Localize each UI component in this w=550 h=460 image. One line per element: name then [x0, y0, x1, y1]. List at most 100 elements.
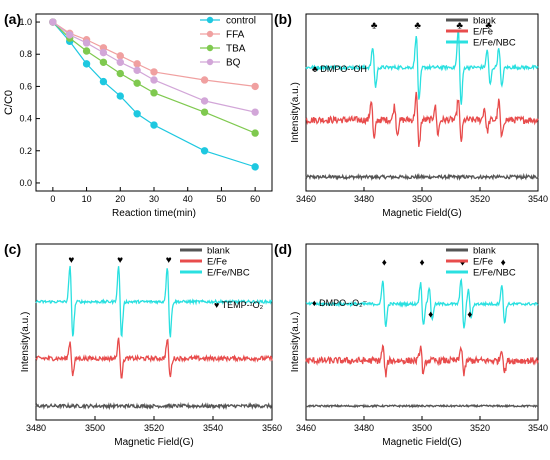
legend-label: control: [226, 16, 256, 27]
data-point: [99, 48, 108, 57]
data-point: [133, 66, 141, 75]
peak-marker: ♥: [68, 255, 74, 266]
series-line-bq: [52, 21, 256, 113]
x-tick-label: 3460: [296, 423, 316, 433]
spectrum-blank: [35, 401, 273, 411]
annotation-label: ♣ DMPO-·OH: [312, 64, 367, 74]
data-point: [133, 60, 141, 68]
x-tick-label: 3480: [354, 194, 374, 204]
legend-label: BQ: [226, 58, 241, 69]
data-point: [133, 110, 141, 118]
annotation-label: ♦ DMPO-·O₂⁻: [312, 298, 368, 308]
spectrum-blank: [305, 172, 539, 181]
y-tick-label: 0.0: [19, 178, 32, 188]
data-point: [116, 92, 124, 100]
legend-label: FFA: [226, 30, 245, 41]
data-point: [251, 108, 259, 116]
data-point: [133, 79, 141, 87]
y-tick-label: 0.2: [19, 146, 32, 156]
spectrum-e-fe: [35, 337, 273, 379]
panel-c: (c) 3480 3500 3520 3540 3560 Magnetic Field(G)…: [4, 241, 282, 448]
x-tick-label: 3480: [354, 423, 374, 433]
peak-marker: ♦: [382, 257, 387, 268]
panel-a: (a) 0 10 20 30 40 50 60 Reaction time(min) 0.0 0.2…: [3, 11, 273, 219]
legend-label: blank: [473, 246, 496, 257]
panel-label: (a): [4, 11, 21, 27]
data-point: [150, 89, 158, 97]
x-tick-label: 20: [115, 194, 125, 204]
peak-marker: ♣: [414, 21, 421, 32]
data-point: [251, 129, 259, 137]
legend-label: E/Fe/NBC: [473, 38, 516, 49]
legend-label: blank: [473, 16, 496, 27]
data-point: [116, 69, 124, 78]
spectrum-e-fe: [305, 91, 539, 147]
peak-marker: ♦: [419, 257, 424, 268]
data-point: [82, 60, 91, 68]
legend-marker: [206, 16, 214, 24]
x-tick-label: 30: [149, 194, 159, 204]
y-tick-label: 0.6: [19, 81, 32, 91]
x-tick-label: 3520: [470, 423, 490, 433]
legend-marker: [206, 44, 214, 52]
x-tick-label: 60: [250, 194, 260, 204]
panel-b: (b) 3460 3480 3500 3520 3540 Magnetic Field(G)…: [274, 11, 548, 219]
legend-label: E/Fe/NBC: [207, 268, 250, 279]
x-tick-label: 3540: [528, 194, 548, 204]
peak-marker: ♥: [166, 255, 172, 266]
x-tick-label: 10: [82, 194, 92, 204]
panel-label: (b): [274, 11, 292, 27]
spectrum-e-fe-nbc: [305, 277, 539, 329]
peak-marker: ♣: [485, 21, 492, 32]
legend-label: E/Fe: [473, 257, 493, 268]
y-axis-label: Intensity(a.u.): [290, 82, 301, 143]
legend-marker: [206, 30, 214, 38]
data-point: [200, 108, 209, 116]
data-point: [150, 68, 158, 76]
panel-d: (d) 3460 3480 3500 3520 3540 Magnetic Field(G)…: [274, 241, 548, 448]
x-axis-label: Reaction time(min): [112, 208, 196, 219]
data-point: [251, 82, 259, 91]
legend-label: E/Fe/NBC: [473, 268, 516, 279]
data-point: [116, 52, 124, 60]
x-tick-label: 3480: [26, 423, 46, 433]
legend-marker: [206, 58, 214, 66]
x-tick-label: 3540: [203, 423, 223, 433]
spectrum-e-fe-nbc: [305, 29, 539, 105]
panel-label: (c): [4, 241, 21, 257]
data-point: [82, 39, 91, 47]
peak-marker: ♣: [456, 21, 463, 32]
data-point: [49, 18, 57, 26]
data-point: [99, 77, 108, 86]
x-axis-label: Magnetic Field(G): [382, 208, 461, 219]
spectrum-e-fe-nbc: [35, 265, 273, 338]
y-tick-label: 0.4: [19, 114, 32, 124]
annotation-label: ♥ TEMP-¹O₂: [214, 300, 264, 310]
peak-marker: ♦: [501, 257, 506, 268]
y-tick-label: 1.0: [19, 17, 32, 27]
data-point: [200, 97, 209, 105]
peak-marker: ♥: [117, 255, 123, 266]
data-point: [200, 147, 209, 155]
x-axis-label: Magnetic Field(G): [114, 437, 193, 448]
peak-marker: ♦: [460, 257, 465, 268]
legend-label: E/Fe: [207, 257, 227, 268]
data-point: [116, 58, 124, 66]
x-tick-label: 3520: [144, 423, 164, 433]
x-tick-label: 3540: [528, 423, 548, 433]
spectrum-e-fe: [305, 344, 539, 378]
y-axis-label: Intensity(a.u.): [20, 312, 31, 373]
y-axis-label: C/C0: [3, 90, 15, 115]
peak-marker: ♦: [428, 310, 433, 321]
data-point: [251, 163, 259, 171]
data-point: [99, 58, 108, 66]
data-point: [200, 76, 209, 84]
data-point: [82, 47, 91, 55]
x-tick-label: 0: [50, 194, 55, 204]
data-point: [66, 31, 74, 39]
spectrum-blank: [305, 403, 539, 409]
peak-marker: ♦: [467, 310, 472, 321]
x-tick-label: 3520: [470, 194, 490, 204]
peak-marker: ♣: [371, 21, 378, 32]
